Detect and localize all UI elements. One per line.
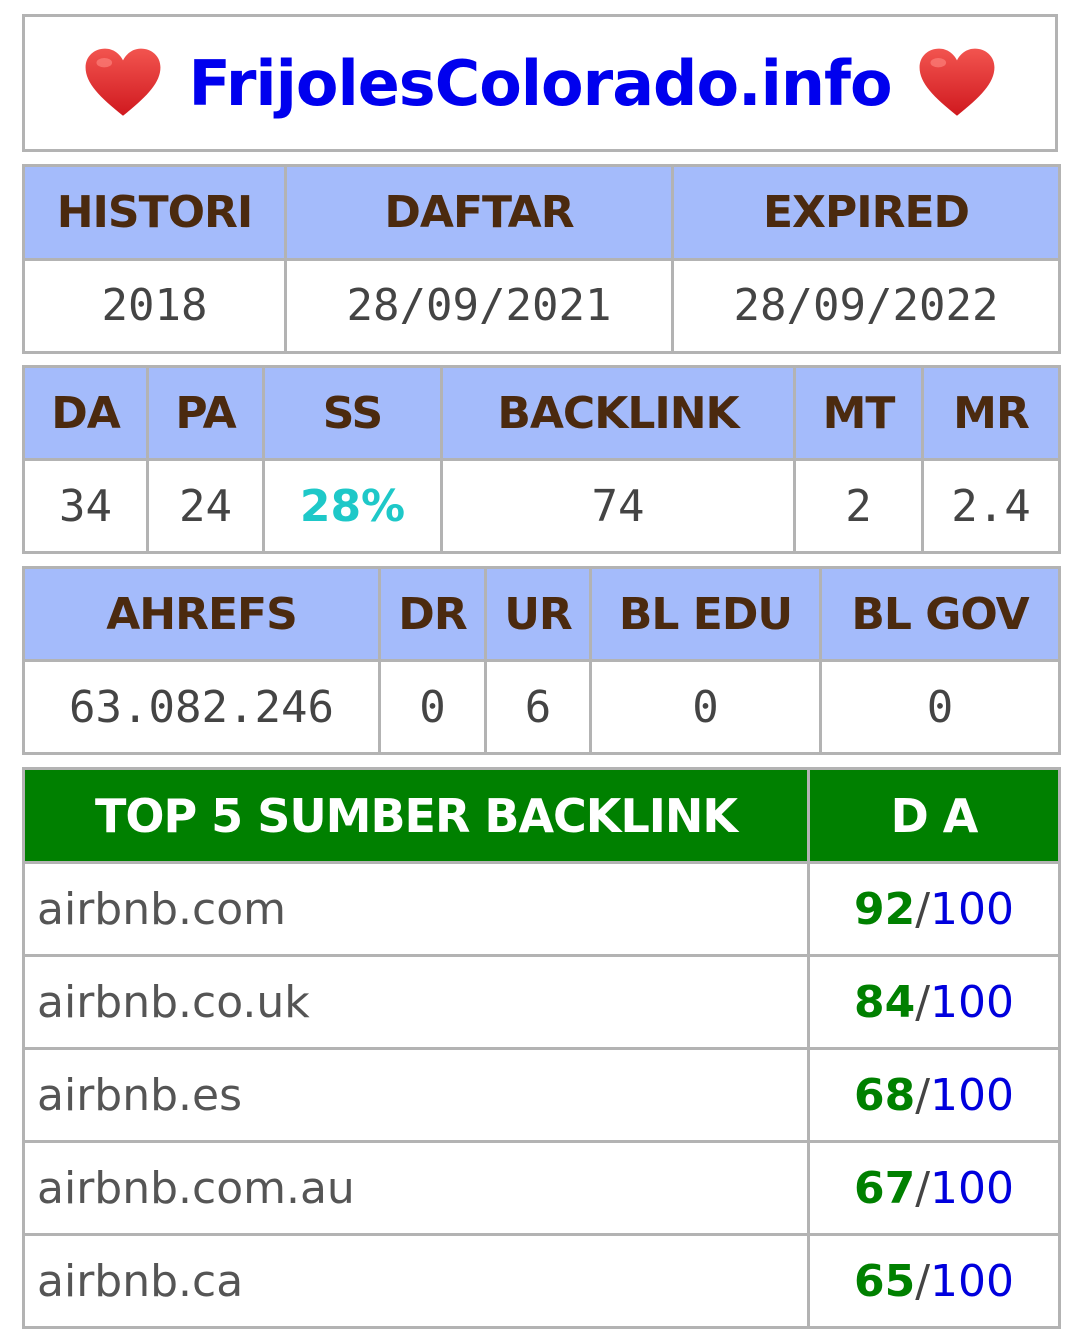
value-ur: 6 bbox=[484, 659, 592, 755]
backlink-site[interactable]: airbnb.co.uk bbox=[22, 954, 810, 1050]
value-daftar: 28/09/2021 bbox=[284, 257, 674, 354]
score-separator: / bbox=[915, 1069, 931, 1121]
registration-table: HISTORI DAFTAR EXPIRED 2018 28/09/2021 2… bbox=[22, 164, 1061, 354]
header-dr: DR bbox=[378, 566, 487, 662]
score-max: 100 bbox=[930, 1162, 1015, 1214]
value-histori: 2018 bbox=[22, 257, 287, 354]
top-backlinks-table: TOP 5 SUMBER BACKLINK D A airbnb.com 92/… bbox=[22, 767, 1061, 1329]
value-bl-gov: 0 bbox=[819, 659, 1061, 755]
value-backlink: 74 bbox=[440, 458, 796, 554]
backlink-score: 84/100 bbox=[807, 954, 1061, 1050]
backlink-site[interactable]: airbnb.com.au bbox=[22, 1140, 810, 1236]
header-bl-edu: BL EDU bbox=[589, 566, 822, 662]
value-expired: 28/09/2022 bbox=[671, 257, 1061, 354]
header-da: DA bbox=[22, 365, 149, 461]
score-separator: / bbox=[915, 976, 931, 1028]
score-separator: / bbox=[915, 1255, 931, 1307]
score-value: 68 bbox=[853, 1069, 916, 1121]
value-ahrefs: 63.082.246 bbox=[22, 659, 381, 755]
header-top-backlinks: TOP 5 SUMBER BACKLINK bbox=[22, 767, 810, 864]
page-title[interactable]: FrijolesColorado.info bbox=[188, 46, 892, 120]
header-mr: MR bbox=[921, 365, 1061, 461]
score-separator: / bbox=[915, 883, 931, 935]
score-separator: / bbox=[915, 1162, 931, 1214]
ahrefs-metrics-table: AHREFS DR UR BL EDU BL GOV 63.082.246 0 … bbox=[22, 566, 1061, 755]
header-ur: UR bbox=[484, 566, 592, 662]
backlink-score: 67/100 bbox=[807, 1140, 1061, 1236]
value-dr: 0 bbox=[378, 659, 487, 755]
value-mt: 2 bbox=[793, 458, 924, 554]
header-mt: MT bbox=[793, 365, 924, 461]
header-ss: SS bbox=[262, 365, 443, 461]
site-title-banner: FrijolesColorado.info bbox=[22, 14, 1058, 152]
header-ahrefs: AHREFS bbox=[22, 566, 381, 662]
heart-icon bbox=[85, 48, 161, 116]
value-mr: 2.4 bbox=[921, 458, 1061, 554]
header-da-score: D A bbox=[807, 767, 1061, 864]
backlink-score: 92/100 bbox=[807, 861, 1061, 957]
score-value: 84 bbox=[853, 976, 916, 1028]
value-da: 34 bbox=[22, 458, 149, 554]
score-max: 100 bbox=[930, 1255, 1015, 1307]
score-value: 92 bbox=[853, 883, 916, 935]
value-ss: 28% bbox=[262, 458, 443, 554]
backlink-site[interactable]: airbnb.ca bbox=[22, 1233, 810, 1329]
header-pa: PA bbox=[146, 365, 265, 461]
score-value: 67 bbox=[853, 1162, 916, 1214]
score-value: 65 bbox=[853, 1255, 916, 1307]
header-daftar: DAFTAR bbox=[284, 164, 674, 261]
header-histori: HISTORI bbox=[22, 164, 287, 261]
header-expired: EXPIRED bbox=[671, 164, 1061, 261]
moz-metrics-table: DA PA SS BACKLINK MT MR 34 24 28% 74 2 2… bbox=[22, 365, 1061, 554]
backlink-score: 68/100 bbox=[807, 1047, 1061, 1143]
score-max: 100 bbox=[930, 1069, 1015, 1121]
header-backlink: BACKLINK bbox=[440, 365, 796, 461]
value-bl-edu: 0 bbox=[589, 659, 822, 755]
backlink-score: 65/100 bbox=[807, 1233, 1061, 1329]
score-max: 100 bbox=[930, 976, 1015, 1028]
value-pa: 24 bbox=[146, 458, 265, 554]
heart-icon bbox=[919, 48, 995, 116]
header-bl-gov: BL GOV bbox=[819, 566, 1061, 662]
backlink-site[interactable]: airbnb.es bbox=[22, 1047, 810, 1143]
score-max: 100 bbox=[930, 883, 1015, 935]
backlink-site[interactable]: airbnb.com bbox=[22, 861, 810, 957]
